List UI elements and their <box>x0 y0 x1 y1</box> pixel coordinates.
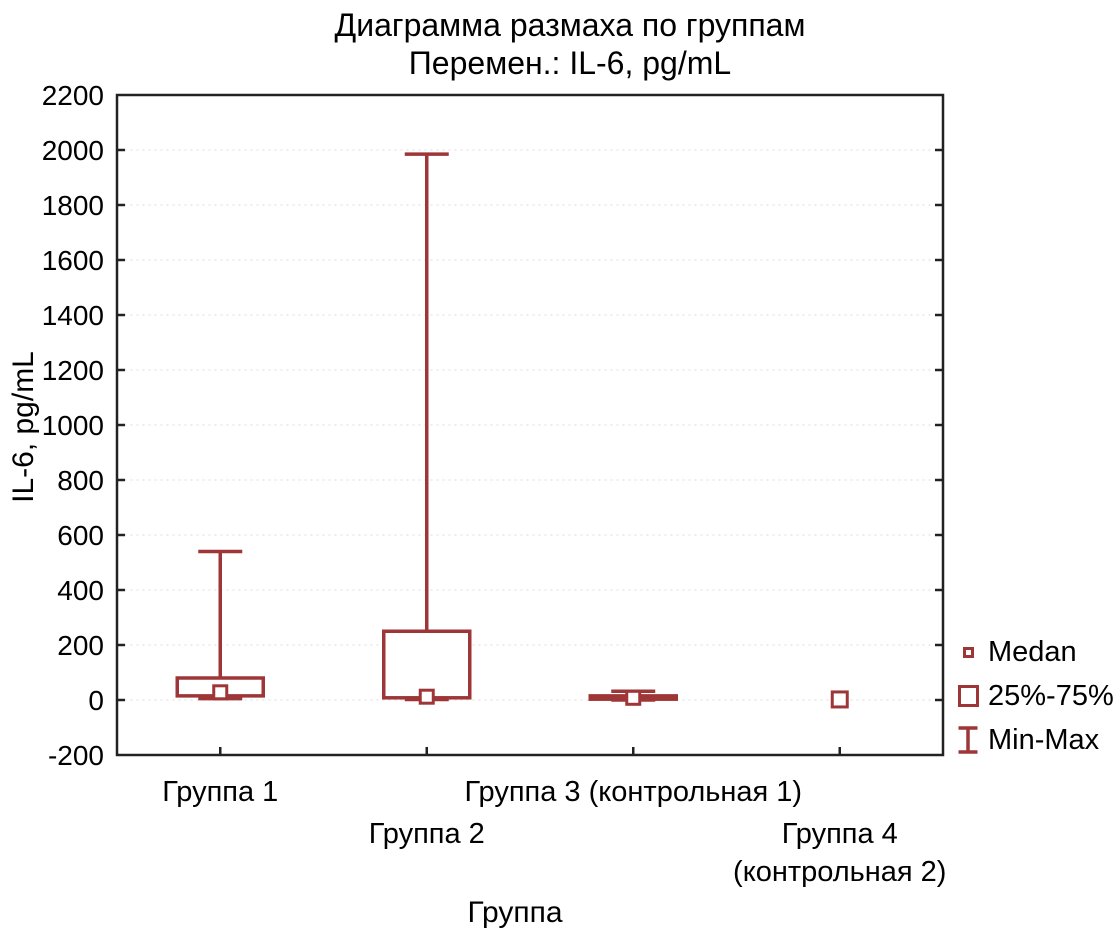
legend-item-median: Medan <box>950 630 1114 674</box>
x-axis-title: Группа <box>467 896 563 929</box>
legend-label-minmax: Min-Max <box>988 723 1100 756</box>
y-tick-label: 1000 <box>42 410 104 441</box>
legend-label-iqr: 25%-75% <box>988 679 1114 712</box>
y-tick-label: 400 <box>57 575 104 606</box>
legend-item-minmax: Min-Max <box>950 718 1114 762</box>
x-tick-label: (контрольная 2) <box>733 856 946 888</box>
median-marker-group-3 <box>625 689 642 706</box>
y-tick-label: 1600 <box>42 245 104 276</box>
legend-item-iqr: 25%-75% <box>950 674 1114 718</box>
x-tick-label: Группа 2 <box>369 818 485 850</box>
y-tick-label: 2000 <box>42 135 104 166</box>
x-tick-label: Группа 3 (контрольная 1) <box>464 776 802 808</box>
y-tick-label: 1400 <box>42 300 104 331</box>
x-tick-label: Группа 4 <box>782 818 898 850</box>
chart-title: Диаграмма размаха по группам Перемен.: I… <box>0 6 1120 82</box>
plot-frame <box>115 93 945 757</box>
iqr-box-group-2 <box>382 629 472 700</box>
legend: Medan 25%-75% Min-Max <box>950 630 1114 762</box>
y-tick-label: 2200 <box>42 80 104 111</box>
chart-title-line1: Диаграмма размаха по группам <box>334 7 806 43</box>
y-tick-label: 1200 <box>42 355 104 386</box>
chart-title-line2: Перемен.: IL-6, pg/mL <box>408 45 732 81</box>
min-max-whisker-icon <box>958 726 978 754</box>
y-tick-label: 800 <box>57 465 104 496</box>
y-tick-label: 1800 <box>42 190 104 221</box>
legend-icon-cell <box>950 646 986 658</box>
median-marker-group-4 <box>830 690 849 709</box>
y-tick-label: 0 <box>88 685 104 716</box>
median-marker-icon <box>962 646 974 658</box>
iqr-box-icon <box>957 685 979 707</box>
median-marker-group-2 <box>418 688 435 705</box>
y-tick-label: -200 <box>48 740 104 771</box>
legend-icon-cell <box>950 724 986 756</box>
y-tick-label: 600 <box>57 520 104 551</box>
legend-icon-cell <box>950 685 986 707</box>
x-tick-label: Группа 1 <box>162 776 278 808</box>
median-marker-group-1 <box>212 684 229 701</box>
y-tick-label: 200 <box>57 630 104 661</box>
legend-label-median: Medan <box>988 635 1077 668</box>
